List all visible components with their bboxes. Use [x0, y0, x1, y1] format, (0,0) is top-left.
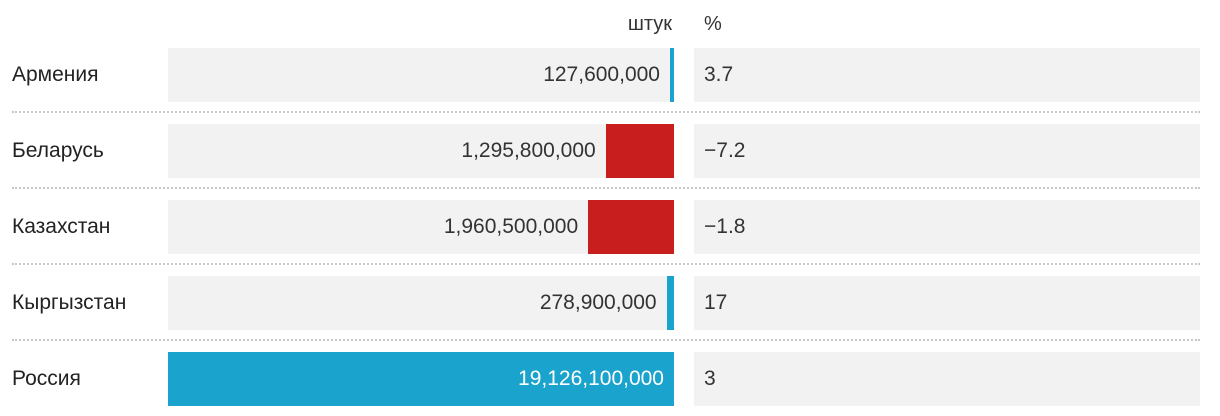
- category-label: Беларусь: [12, 139, 104, 162]
- percent-value-label: 17: [704, 291, 728, 314]
- percent-cell: −1.8: [694, 200, 1200, 254]
- percent-value-label: −1.8: [704, 215, 746, 238]
- bar-track: 19,126,100,000: [168, 352, 674, 406]
- row-divider: [12, 339, 1200, 341]
- row-divider: [12, 111, 1200, 113]
- bar-value-label: 1,295,800,000: [461, 139, 596, 162]
- chart-row: Кыргызстан 278,900,000 17: [0, 276, 1220, 341]
- percent-cell: −7.2: [694, 124, 1200, 178]
- percent-cell: 3.7: [694, 48, 1200, 102]
- bar: [670, 48, 674, 102]
- category-label: Кыргызстан: [12, 291, 127, 314]
- units-column-header: штук: [627, 13, 672, 35]
- row-divider: [12, 263, 1200, 265]
- chart-row: Армения 127,600,000 3.7: [0, 48, 1220, 113]
- percent-cell: 3: [694, 352, 1200, 406]
- chart-row: Россия 19,126,100,000 3: [0, 352, 1220, 406]
- bar-value-label: 19,126,100,000: [518, 367, 664, 390]
- percent-cell: 17: [694, 276, 1200, 330]
- bar-value-label: 278,900,000: [539, 291, 657, 314]
- bar: [605, 124, 674, 178]
- category-label: Армения: [12, 63, 99, 86]
- category-label: Казахстан: [12, 215, 111, 238]
- bar-value-label: 127,600,000: [543, 63, 660, 86]
- bar: [588, 200, 674, 254]
- percent-value-label: 3: [704, 367, 716, 390]
- bar-value-label: 1,960,500,000: [443, 215, 579, 238]
- percent-value-label: −7.2: [704, 139, 746, 162]
- chart-row: Беларусь 1,295,800,000 −7.2: [0, 124, 1220, 189]
- bar-track: 1,295,800,000: [168, 124, 674, 178]
- percent-value-label: 3.7: [704, 63, 734, 86]
- chart-row: Казахстан 1,960,500,000 −1.8: [0, 200, 1220, 265]
- bar-track: 1,960,500,000: [168, 200, 674, 254]
- bar-track: 278,900,000: [168, 276, 674, 330]
- category-label: Россия: [12, 367, 81, 390]
- bar: [666, 276, 674, 330]
- bar-track: 127,600,000: [168, 48, 674, 102]
- percent-column-header: %: [704, 13, 722, 35]
- bar: [168, 352, 674, 406]
- row-divider: [12, 187, 1200, 189]
